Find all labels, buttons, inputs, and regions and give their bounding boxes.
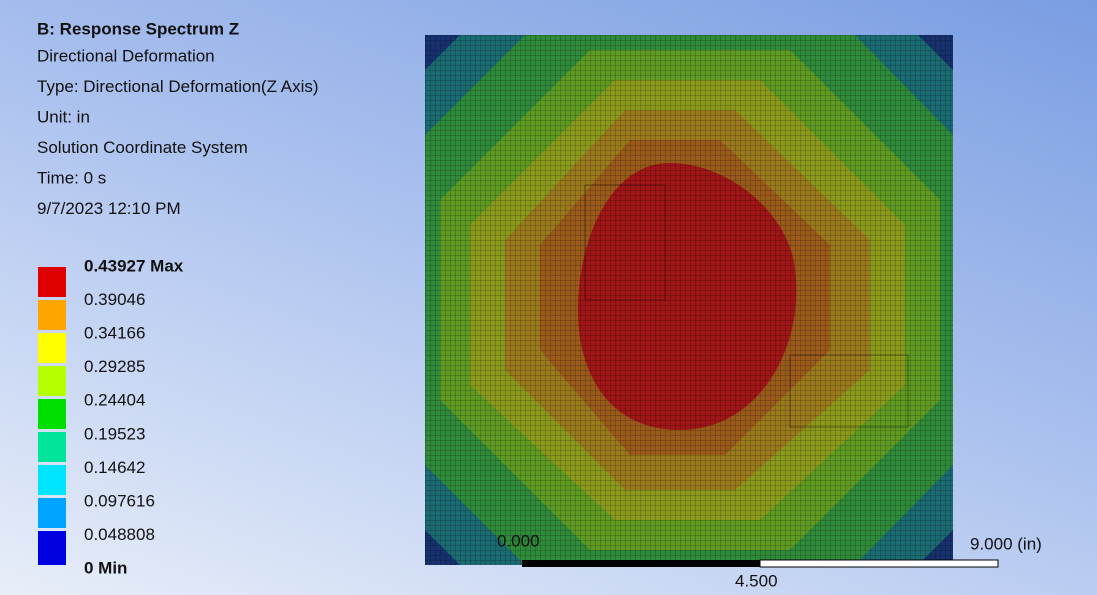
info-line: Solution Coordinate System (37, 138, 248, 157)
info-line: Unit: in (37, 107, 90, 126)
legend-label: 0.14642 (84, 458, 145, 477)
legend-label: 0.048808 (84, 525, 155, 544)
legend-label: 0.19523 (84, 424, 145, 443)
canvas: 0.000 4.500 9.000 (in) B: Response Spect… (0, 0, 1097, 595)
info-line: Directional Deformation (37, 46, 215, 65)
scale-bar-black (522, 560, 760, 567)
legend-label: 0.097616 (84, 491, 155, 510)
info-line: Type: Directional Deformation(Z Axis) (37, 77, 319, 96)
legend-label: 0.39046 (84, 290, 145, 309)
legend-label: 0 Min (84, 558, 127, 577)
scale-mid: 4.500 (735, 571, 778, 590)
info-line: 9/7/2023 12:10 PM (37, 199, 181, 218)
scale-end: 9.000 (in) (970, 534, 1042, 553)
scale-start: 0.000 (497, 531, 540, 550)
viewport: 0.000 4.500 9.000 (in) B: Response Spect… (0, 0, 1097, 595)
title: B: Response Spectrum Z (37, 19, 239, 38)
legend (38, 267, 66, 565)
legend-label: 0.24404 (84, 391, 145, 410)
legend-label: 0.43927 Max (84, 256, 184, 275)
info-line: Time: 0 s (37, 168, 106, 187)
model (425, 35, 953, 565)
legend-label: 0.29285 (84, 357, 145, 376)
legend-label: 0.34166 (84, 324, 145, 343)
scale-bar-white (760, 560, 998, 567)
